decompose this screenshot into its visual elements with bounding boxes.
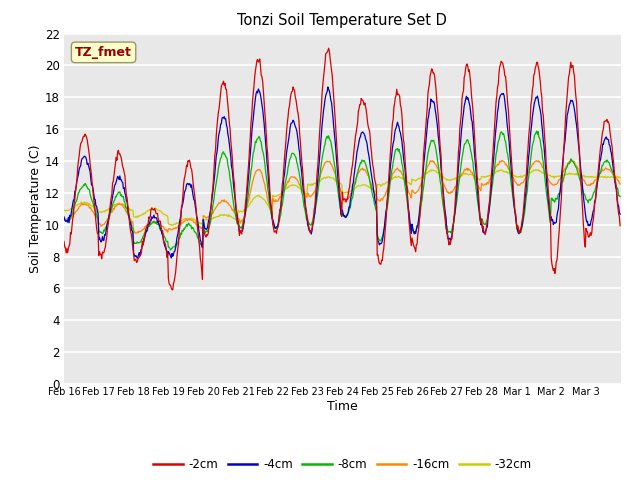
-8cm: [616, 193, 624, 199]
-8cm: [125, 216, 133, 221]
-2cm: [256, 56, 264, 62]
-16cm: [400, 176, 408, 181]
Line: -32cm: -32cm: [64, 170, 620, 226]
-2cm: [169, 287, 177, 293]
Line: -16cm: -16cm: [64, 159, 620, 233]
-32cm: [616, 175, 624, 180]
-2cm: [228, 154, 236, 159]
Title: Tonzi Soil Temperature Set D: Tonzi Soil Temperature Set D: [237, 13, 447, 28]
Line: -4cm: -4cm: [64, 87, 620, 258]
-16cm: [616, 181, 624, 187]
-16cm: [125, 214, 133, 219]
-8cm: [228, 190, 236, 196]
-32cm: [431, 168, 439, 174]
-32cm: [400, 177, 408, 182]
-8cm: [256, 135, 264, 141]
-4cm: [228, 167, 236, 173]
-2cm: [324, 45, 332, 51]
-8cm: [400, 174, 408, 180]
-16cm: [256, 167, 264, 172]
-2cm: [125, 216, 133, 222]
-4cm: [616, 211, 624, 217]
-32cm: [228, 215, 236, 220]
-32cm: [125, 205, 133, 211]
Line: -2cm: -2cm: [64, 48, 620, 290]
-16cm: [228, 207, 236, 213]
Legend: -2cm, -4cm, -8cm, -16cm, -32cm: -2cm, -4cm, -8cm, -16cm, -32cm: [148, 454, 536, 476]
Line: -8cm: -8cm: [64, 131, 620, 250]
-8cm: [277, 212, 285, 218]
-16cm: [431, 161, 439, 167]
-8cm: [533, 128, 541, 134]
-2cm: [277, 207, 285, 213]
-8cm: [60, 217, 68, 223]
-4cm: [60, 214, 68, 220]
-2cm: [60, 239, 68, 244]
-8cm: [167, 247, 175, 253]
-32cm: [256, 194, 264, 200]
-4cm: [324, 84, 332, 90]
-16cm: [277, 194, 285, 200]
-4cm: [277, 203, 285, 209]
-32cm: [277, 191, 285, 197]
-2cm: [432, 85, 440, 91]
-4cm: [432, 111, 440, 117]
-32cm: [534, 167, 542, 173]
-4cm: [256, 89, 264, 95]
Y-axis label: Soil Temperature (C): Soil Temperature (C): [29, 144, 42, 273]
-4cm: [125, 215, 133, 221]
-2cm: [401, 153, 408, 158]
X-axis label: Time: Time: [327, 399, 358, 412]
-32cm: [168, 223, 176, 228]
-4cm: [401, 164, 408, 170]
-16cm: [60, 215, 68, 221]
-2cm: [616, 223, 624, 228]
-16cm: [132, 230, 140, 236]
-8cm: [431, 143, 439, 148]
-4cm: [133, 255, 141, 261]
Text: TZ_fmet: TZ_fmet: [75, 46, 132, 59]
-32cm: [60, 207, 68, 213]
-16cm: [568, 156, 575, 162]
